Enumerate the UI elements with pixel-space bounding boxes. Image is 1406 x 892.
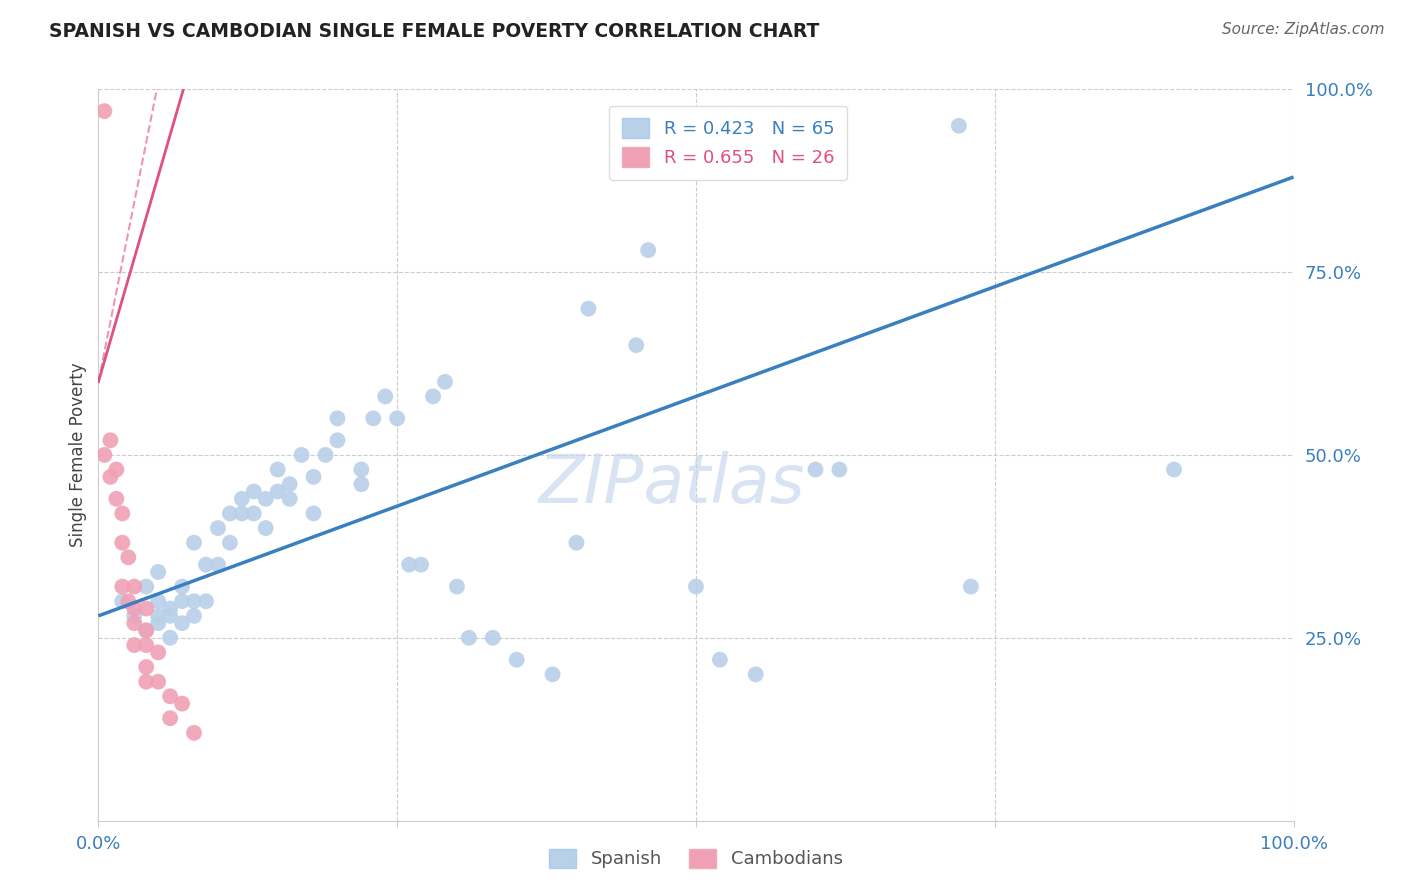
- Point: [124, 608, 146, 623]
- Point: [135, 638, 157, 652]
- Point: [111, 580, 134, 594]
- Y-axis label: Single Female Poverty: Single Female Poverty: [69, 363, 87, 547]
- Point: [207, 521, 229, 535]
- Point: [541, 667, 564, 681]
- Point: [254, 491, 277, 506]
- Point: [350, 462, 373, 476]
- Point: [350, 477, 373, 491]
- Point: [626, 338, 648, 352]
- Point: [363, 411, 385, 425]
- Point: [745, 667, 768, 681]
- Point: [135, 674, 157, 689]
- Point: [267, 462, 290, 476]
- Point: [278, 491, 301, 506]
- Point: [948, 119, 970, 133]
- Point: [111, 535, 134, 549]
- Point: [219, 535, 242, 549]
- Point: [231, 491, 253, 506]
- Point: [194, 594, 218, 608]
- Point: [183, 594, 205, 608]
- Point: [159, 608, 181, 623]
- Point: [207, 558, 229, 572]
- Point: [172, 616, 194, 631]
- Point: [433, 375, 456, 389]
- Point: [278, 477, 301, 491]
- Point: [576, 301, 599, 316]
- Point: [135, 660, 157, 674]
- Point: [124, 601, 146, 615]
- Point: [231, 507, 253, 521]
- Text: SPANISH VS CAMBODIAN SINGLE FEMALE POVERTY CORRELATION CHART: SPANISH VS CAMBODIAN SINGLE FEMALE POVER…: [49, 22, 820, 41]
- Point: [105, 462, 128, 476]
- Point: [124, 580, 146, 594]
- Point: [385, 411, 409, 425]
- Point: [411, 558, 433, 572]
- Point: [148, 674, 170, 689]
- Text: Source: ZipAtlas.com: Source: ZipAtlas.com: [1222, 22, 1385, 37]
- Point: [159, 711, 181, 725]
- Point: [135, 580, 157, 594]
- Point: [959, 580, 981, 594]
- Point: [172, 697, 194, 711]
- Point: [302, 507, 325, 521]
- Point: [159, 690, 181, 704]
- Point: [148, 594, 170, 608]
- Point: [243, 507, 266, 521]
- Point: [194, 558, 218, 572]
- Point: [315, 448, 337, 462]
- Point: [302, 470, 325, 484]
- Point: [148, 616, 170, 631]
- Point: [183, 726, 205, 740]
- Point: [93, 448, 115, 462]
- Point: [1163, 462, 1185, 476]
- Point: [111, 507, 134, 521]
- Point: [506, 653, 529, 667]
- Point: [159, 631, 181, 645]
- Point: [254, 521, 277, 535]
- Point: [804, 462, 827, 476]
- Point: [159, 601, 181, 615]
- Point: [481, 631, 505, 645]
- Point: [148, 645, 170, 659]
- Point: [183, 535, 205, 549]
- Point: [105, 491, 128, 506]
- Point: [637, 243, 659, 257]
- Point: [98, 434, 122, 448]
- Point: [398, 558, 420, 572]
- Point: [124, 616, 146, 631]
- Point: [172, 594, 194, 608]
- Point: [685, 580, 707, 594]
- Point: [93, 104, 115, 119]
- Point: [135, 601, 157, 615]
- Point: [219, 507, 242, 521]
- Point: [458, 631, 481, 645]
- Text: ZIPatlas: ZIPatlas: [538, 451, 806, 517]
- Point: [172, 580, 194, 594]
- Point: [291, 448, 314, 462]
- Point: [117, 594, 139, 608]
- Point: [828, 462, 851, 476]
- Point: [135, 624, 157, 638]
- Point: [98, 470, 122, 484]
- Point: [111, 594, 134, 608]
- Point: [267, 484, 290, 499]
- Point: [565, 535, 588, 549]
- Point: [183, 608, 205, 623]
- Point: [446, 580, 468, 594]
- Point: [709, 653, 731, 667]
- Point: [135, 624, 157, 638]
- Point: [326, 411, 349, 425]
- Point: [124, 638, 146, 652]
- Point: [422, 389, 444, 403]
- Point: [148, 608, 170, 623]
- Point: [326, 434, 349, 448]
- Point: [117, 550, 139, 565]
- Legend: Spanish, Cambodians: Spanish, Cambodians: [540, 839, 852, 878]
- Point: [374, 389, 396, 403]
- Point: [243, 484, 266, 499]
- Point: [148, 565, 170, 579]
